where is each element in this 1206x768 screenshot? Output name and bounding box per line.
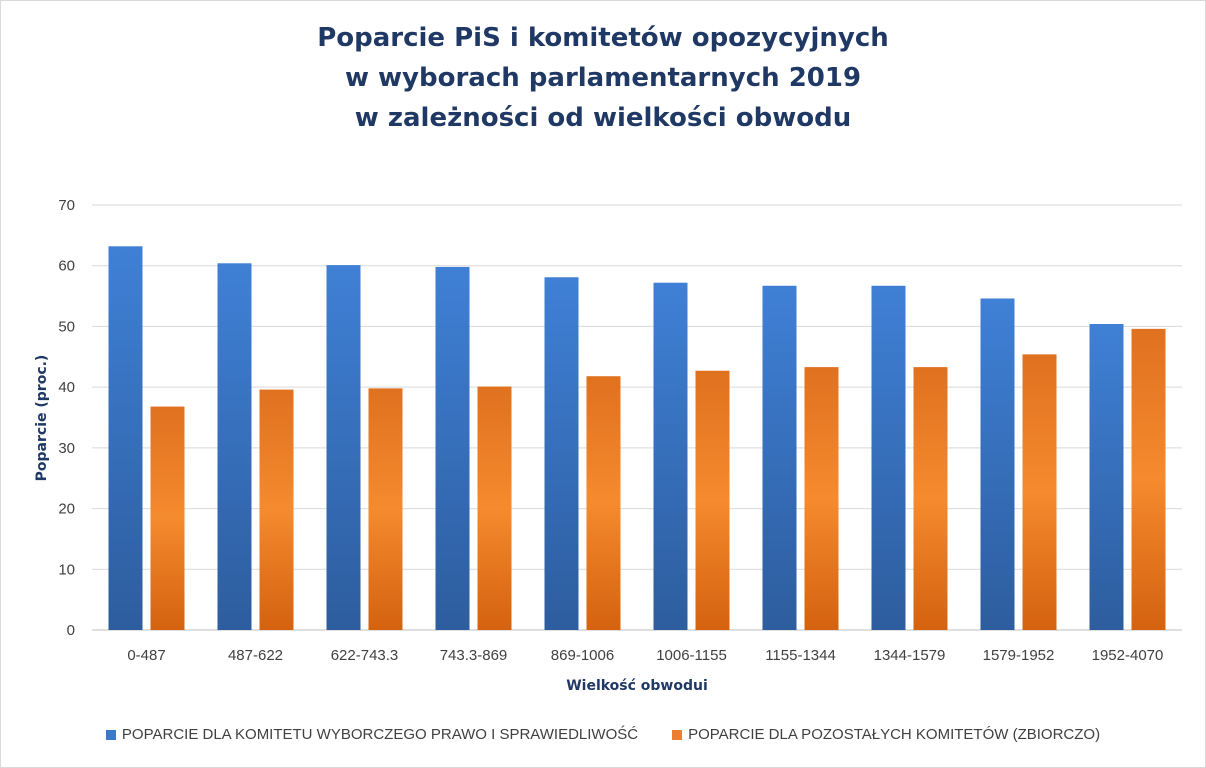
bar-pis <box>326 265 361 630</box>
y-tick-label: 40 <box>58 379 75 396</box>
x-tick-label: 1952-4070 <box>1092 647 1164 664</box>
legend-label-others: POPARCIE DLA POZOSTAŁYCH KOMITETÓW (ZBIO… <box>688 726 1101 743</box>
x-tick-label: 487-622 <box>228 647 283 664</box>
y-tick-label: 10 <box>58 561 75 578</box>
x-axis-title: Wielkość obwodui <box>566 678 708 694</box>
chart-title: Poparcie PiS i komitetów opozycyjnych w … <box>0 18 1206 138</box>
bar-others <box>477 386 512 630</box>
legend-item-pis: POPARCIE DLA KOMITETU WYBORCZEGO PRAWO I… <box>105 726 639 743</box>
x-tick-label: 1155-1344 <box>765 647 836 664</box>
x-tick-label: 743.3-869 <box>440 647 508 664</box>
bar-others <box>695 370 730 630</box>
bar-others <box>804 367 839 630</box>
y-tick-label: 0 <box>67 622 75 639</box>
x-tick-label: 622-743.3 <box>331 647 399 664</box>
x-tick-label: 1344-1579 <box>874 647 946 664</box>
y-axis-title: Poparcie (proc.) <box>34 355 50 482</box>
bar-others <box>150 406 185 630</box>
bar-others <box>259 389 294 630</box>
bar-others <box>1131 328 1166 630</box>
x-tick-label: 1579-1952 <box>983 647 1055 664</box>
bar-pis <box>980 298 1015 630</box>
y-tick-label: 20 <box>58 501 75 518</box>
legend-swatch-blue <box>105 729 116 740</box>
legend-swatch-orange <box>672 729 683 740</box>
y-tick-label: 30 <box>58 440 75 457</box>
bar-pis <box>1089 324 1124 630</box>
x-tick-label: 0-487 <box>127 647 165 664</box>
bar-pis <box>653 282 688 630</box>
y-tick-label: 60 <box>58 258 75 275</box>
legend-item-others: POPARCIE DLA POZOSTAŁYCH KOMITETÓW (ZBIO… <box>672 726 1100 743</box>
y-tick-label: 50 <box>58 318 75 335</box>
bar-others <box>586 376 621 630</box>
legend-label-pis: POPARCIE DLA KOMITETU WYBORCZEGO PRAWO I… <box>121 726 639 743</box>
chart-title-line-3: w zależności od wielkości obwodu <box>354 103 852 133</box>
x-tick-label: 869-1006 <box>551 647 614 664</box>
chart-title-line-1: Poparcie PiS i komitetów opozycyjnych <box>317 23 889 53</box>
y-tick-label: 70 <box>58 197 75 214</box>
bar-pis <box>871 285 906 630</box>
chart-title-line-2: w wyborach parlamentarnych 2019 <box>344 63 862 93</box>
bar-pis <box>762 285 797 630</box>
bar-others <box>913 367 948 630</box>
bar-others <box>368 388 403 630</box>
bar-pis <box>544 277 579 630</box>
bar-pis <box>217 263 252 630</box>
bar-pis <box>435 266 470 630</box>
bar-others <box>1022 354 1057 630</box>
bar-pis <box>108 246 143 631</box>
x-tick-label: 1006-1155 <box>656 647 727 664</box>
legend: POPARCIE DLA KOMITETU WYBORCZEGO PRAWO I… <box>0 726 1206 743</box>
